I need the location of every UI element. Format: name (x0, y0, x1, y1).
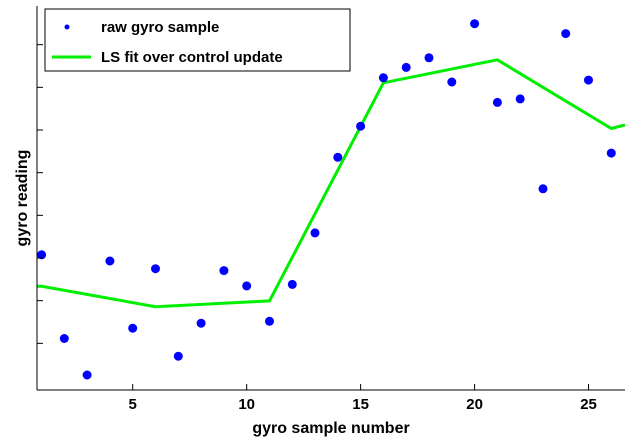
scatter-point-22 (515, 94, 525, 104)
scatter-point-8 (196, 318, 206, 328)
legend-label-ls-fit: LS fit over control update (101, 49, 283, 66)
scatter-point-24 (561, 29, 571, 39)
scatter-point-16 (378, 73, 388, 83)
x-tick-label-20: 20 (466, 396, 483, 413)
scatter-point-18 (424, 53, 434, 63)
x-axis-label: gyro sample number (252, 420, 409, 437)
scatter-point-1 (37, 250, 47, 260)
scatter-point-6 (151, 264, 160, 274)
legend-marker-raw-gyro-sample (64, 24, 70, 30)
scatter-point-13 (310, 228, 320, 238)
legend-box (44, 8, 351, 72)
scatter-point-4 (105, 256, 115, 266)
scatter-point-3 (82, 370, 92, 380)
scatter-point-21 (492, 97, 502, 107)
x-tick-label-10: 10 (238, 396, 255, 413)
scatter-point-17 (401, 62, 411, 72)
scatter-point-7 (173, 351, 183, 361)
fit-line (37, 58, 626, 309)
ticks-layer: 5 10 15 20 25 (37, 44, 597, 413)
x-tick-label-5: 5 (129, 396, 137, 413)
scatter-point-14 (333, 152, 343, 162)
scatter-point-2 (59, 334, 69, 343)
x-tick-label-15: 15 (352, 396, 369, 413)
scatter-point-5 (128, 323, 138, 333)
scatter-point-9 (219, 266, 229, 276)
scatter-points-layer (37, 19, 616, 380)
scatter-point-25 (584, 75, 593, 85)
scatter-point-15 (356, 121, 366, 131)
scatter-point-23 (538, 184, 548, 194)
fit-line-layer (37, 58, 626, 309)
scatter-point-10 (242, 281, 252, 291)
scatter-point-11 (265, 316, 274, 326)
legend: raw gyro sample LS fit over control upda… (44, 8, 351, 72)
scatter-point-19 (447, 77, 457, 87)
scatter-point-26 (606, 148, 616, 158)
axes (36, 6, 625, 391)
y-axis-label: gyro reading (14, 150, 31, 247)
x-tick-label-25: 25 (580, 396, 597, 413)
scatter-point-20 (470, 19, 480, 29)
legend-label-raw-gyro-sample: raw gyro sample (101, 19, 219, 36)
scatter-point-12 (287, 279, 297, 289)
